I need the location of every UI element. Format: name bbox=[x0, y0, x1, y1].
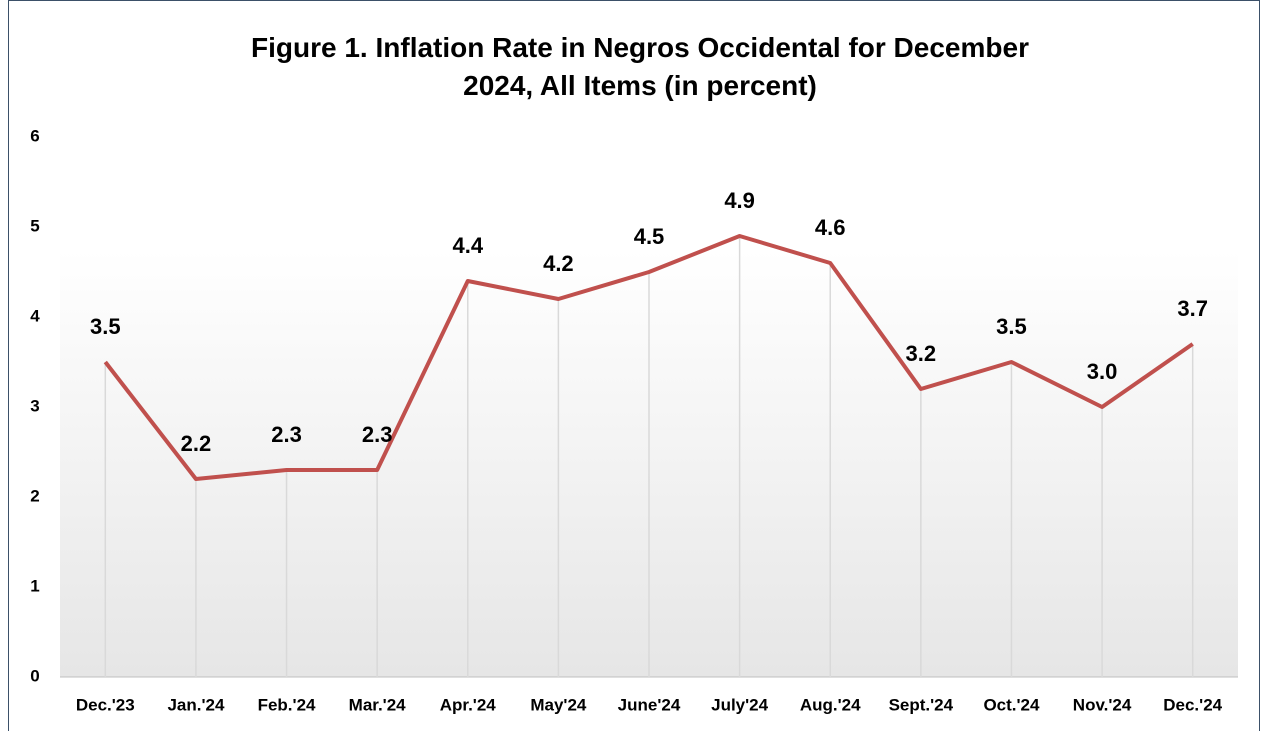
data-label: 3.2 bbox=[906, 341, 937, 366]
data-label: 2.3 bbox=[271, 422, 302, 447]
data-label: 4.2 bbox=[543, 251, 574, 276]
x-tick-label: Oct.'24 bbox=[983, 695, 1040, 714]
data-label: 4.6 bbox=[815, 215, 846, 240]
x-tick-label: July'24 bbox=[711, 695, 769, 714]
x-tick-label: Jan.'24 bbox=[167, 695, 225, 714]
data-label: 3.0 bbox=[1087, 359, 1118, 384]
data-label: 4.4 bbox=[452, 233, 483, 258]
x-tick-label: Feb.'24 bbox=[258, 695, 316, 714]
data-label: 3.5 bbox=[90, 314, 121, 339]
x-tick-label: Nov.'24 bbox=[1073, 695, 1132, 714]
data-label: 4.9 bbox=[724, 188, 755, 213]
x-tick-label: Sept.'24 bbox=[889, 695, 954, 714]
x-tick-label: June'24 bbox=[618, 695, 681, 714]
y-tick-label: 2 bbox=[30, 486, 39, 505]
y-tick-label: 1 bbox=[30, 576, 39, 595]
y-tick-label: 0 bbox=[30, 666, 39, 685]
x-tick-label: Aug.'24 bbox=[800, 695, 861, 714]
x-tick-label: Mar.'24 bbox=[349, 695, 407, 714]
data-label: 4.5 bbox=[634, 224, 665, 249]
x-tick-label: Dec.'24 bbox=[1163, 695, 1222, 714]
y-tick-label: 3 bbox=[30, 396, 39, 415]
x-tick-label: May'24 bbox=[530, 695, 587, 714]
data-label: 3.5 bbox=[996, 314, 1027, 339]
series-line bbox=[103, 234, 1194, 481]
x-tick-label: Dec.'23 bbox=[76, 695, 135, 714]
data-label: 3.7 bbox=[1177, 296, 1208, 321]
x-tick-label: Apr.'24 bbox=[440, 695, 497, 714]
y-tick-label: 4 bbox=[30, 306, 40, 325]
y-tick-label: 5 bbox=[30, 216, 39, 235]
data-label: 2.2 bbox=[181, 431, 212, 456]
data-label: 2.3 bbox=[362, 422, 393, 447]
y-tick-label: 6 bbox=[30, 126, 39, 145]
frame bbox=[8, 0, 1260, 731]
chart-title: Figure 1. Inflation Rate in Negros Occid… bbox=[251, 32, 1029, 101]
